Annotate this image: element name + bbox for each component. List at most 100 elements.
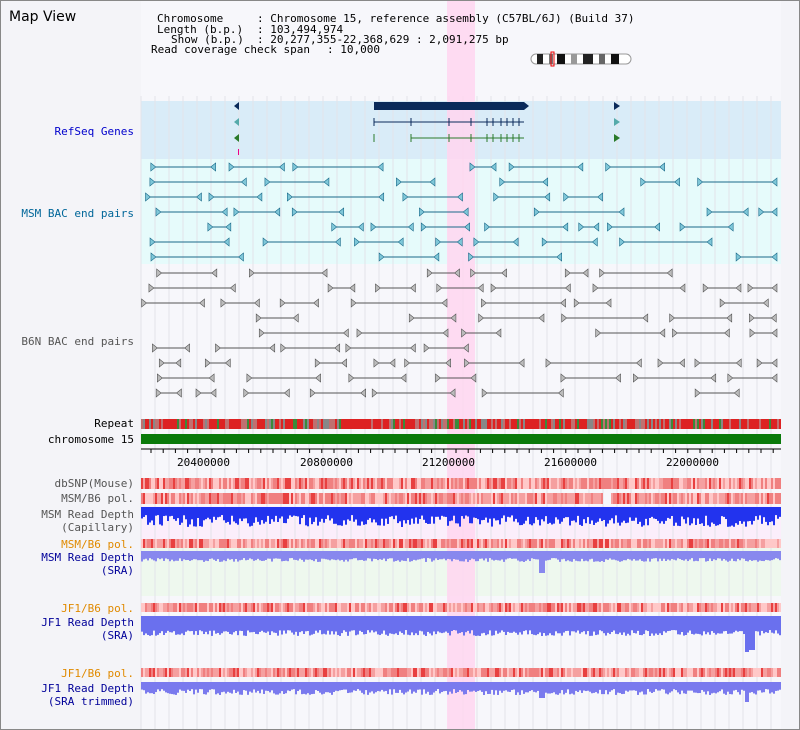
jf1-trimmed-depth-bar <box>647 682 649 690</box>
msm-capillary-depth-bar <box>233 507 235 522</box>
track-label-chromosome[interactable]: chromosome 15 <box>47 433 134 446</box>
jf1-pol2-heat-cell <box>443 668 445 677</box>
repeat-segment <box>599 419 601 429</box>
jf1-pol2-heat-cell <box>345 668 347 677</box>
jf1-trimmed-depth-bar <box>579 682 581 691</box>
track-label-b6n-bac[interactable]: B6N BAC end pairs <box>21 335 134 348</box>
track-label-msm-depth-sra[interactable]: MSM Read Depth <box>41 551 134 564</box>
repeat-segment <box>221 419 223 429</box>
track-label-msm-depth-capillary[interactable]: MSM Read Depth <box>41 508 134 521</box>
dbsnp-heat-cell <box>381 478 383 489</box>
msm-pol-heat-cell <box>193 493 195 504</box>
bac-end-arrow-icon <box>560 298 566 308</box>
ideogram-band <box>583 54 593 64</box>
dbsnp-heat-cell <box>467 478 469 489</box>
bac-end-arrow-icon <box>315 373 321 383</box>
msm-capillary-depth-bar <box>563 507 565 519</box>
msm-sra-depth-bar <box>551 551 553 559</box>
track-label-repeat[interactable]: Repeat <box>94 417 134 430</box>
msm-capillary-depth-bar <box>701 507 703 524</box>
msm-pol-heat-cell <box>495 493 497 504</box>
track-label-msm-b6-pol[interactable]: MSM/B6 pol. <box>61 492 134 505</box>
dbsnp-heat-cell <box>169 478 171 489</box>
dbsnp-heat-cell <box>225 478 227 489</box>
msm-pol-heat-cell <box>213 493 215 504</box>
bac-end-arrow-icon <box>258 328 265 338</box>
jf1-trimmed-depth-bar <box>473 682 475 691</box>
msm-sra-depth-bar <box>331 551 333 560</box>
msm-pol-heat-cell <box>773 493 775 504</box>
track-label-jf1-b6-pol[interactable]: JF1/B6 pol. <box>61 602 134 615</box>
jf1-sra-depth-bar <box>367 616 369 631</box>
track-label-msm-b6-pol-2[interactable]: MSM/B6 pol. <box>61 538 134 551</box>
msm-pol-heat-cell <box>347 493 349 504</box>
track-label-refseq[interactable]: RefSeq Genes <box>54 125 134 138</box>
jf1-pol2-heat-cell <box>147 668 149 677</box>
msm-sra-depth-bar <box>309 551 311 560</box>
jf1-trimmed-depth-bar <box>249 682 251 692</box>
jf1-pol-heat-cell <box>483 603 485 612</box>
repeat-segment <box>527 419 529 429</box>
dbsnp-heat-cell <box>155 478 157 489</box>
jf1-trimmed-depth-bar <box>583 682 585 691</box>
msm-pol-heat-cell <box>301 493 303 504</box>
msm-pol2-heat-cell <box>725 539 727 548</box>
track-label-jf1-depth-sra[interactable]: JF1 Read Depth <box>41 616 134 629</box>
dbsnp-heat-cell <box>757 478 759 489</box>
repeat-segment <box>567 419 569 429</box>
msm-capillary-depth-bar <box>627 507 629 523</box>
jf1-trimmed-depth-bar <box>729 682 731 695</box>
jf1-pol-heat-cell <box>283 603 285 612</box>
msm-pol2-heat-cell <box>589 539 591 548</box>
jf1-trimmed-depth-bar <box>401 682 403 693</box>
jf1-pol2-heat-cell <box>377 668 379 677</box>
bac-end-arrow-icon <box>749 313 755 323</box>
msm-pol-heat-cell <box>217 493 219 504</box>
msm-pol2-heat-cell <box>209 539 211 548</box>
jf1-trimmed-depth-bar <box>373 682 375 694</box>
msm-pol2-heat-cell <box>281 539 283 548</box>
msm-capillary-depth-bar <box>745 507 747 527</box>
jf1-pol2-heat-cell <box>749 668 751 677</box>
jf1-pol2-heat-cell <box>495 668 497 677</box>
track-label-jf1-depth-trimmed[interactable]: JF1 Read Depth <box>41 682 134 695</box>
jf1-pol2-heat-cell <box>523 668 525 677</box>
jf1-pol2-heat-cell <box>379 668 381 677</box>
jf1-trimmed-depth-bar <box>699 682 701 694</box>
jf1-trimmed-depth-bar <box>569 682 571 695</box>
msm-sra-depth-bar <box>729 551 731 561</box>
jf1-pol-heat-cell <box>269 603 271 612</box>
msm-capillary-depth-bar <box>201 507 203 527</box>
bac-end-arrow-icon <box>578 222 585 232</box>
track-label-dbsnp[interactable]: dbSNP(Mouse) <box>54 477 134 490</box>
jf1-pol2-heat-cell <box>301 668 303 677</box>
repeat-segment <box>259 419 261 429</box>
msm-pol2-heat-cell <box>221 539 223 548</box>
msm-pol-heat-cell <box>503 493 505 504</box>
msm-capillary-depth-bar <box>687 507 689 518</box>
repeat-segment <box>233 419 235 429</box>
jf1-trimmed-depth-bar <box>749 682 751 693</box>
msm-pol2-heat-cell <box>251 539 253 548</box>
bac-end-arrow-icon <box>208 192 215 202</box>
track-label-msm-bac[interactable]: MSM BAC end pairs <box>21 207 134 220</box>
jf1-pol2-heat-cell <box>261 668 263 677</box>
jf1-trimmed-depth-bar <box>713 682 715 693</box>
jf1-pol-heat-cell <box>331 603 333 612</box>
repeat-segment <box>423 419 425 429</box>
jf1-sra-depth-bar <box>599 616 601 631</box>
msm-pol-heat-cell <box>257 493 259 504</box>
msm-pol-heat-cell <box>589 493 591 504</box>
repeat-segment <box>345 419 347 429</box>
track-label-jf1-b6-pol-2[interactable]: JF1/B6 pol. <box>61 667 134 680</box>
msm-pol-heat-cell <box>223 493 225 504</box>
repeat-segment <box>405 419 407 429</box>
repeat-segment <box>149 419 151 429</box>
msm-capillary-depth-bar <box>643 507 645 526</box>
msm-sra-depth-bar <box>571 551 573 562</box>
bac-end-arrow-icon <box>747 283 754 293</box>
msm-pol2-heat-cell <box>521 539 523 548</box>
bac-end-arrow-icon <box>292 313 299 323</box>
jf1-sra-depth-bar <box>297 616 299 636</box>
